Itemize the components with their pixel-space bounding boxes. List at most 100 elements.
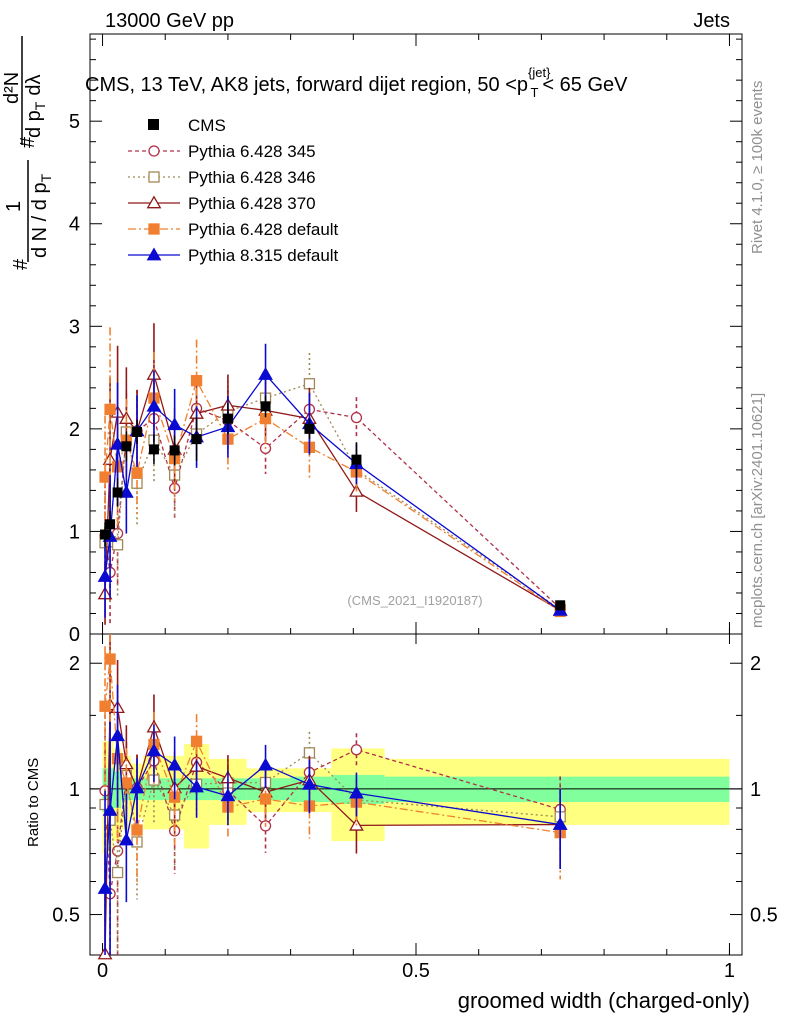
series-layer: [97, 323, 568, 960]
legend-item-2: Pythia 6.428 370: [128, 194, 316, 213]
legend-item-cms: CMS: [148, 116, 226, 135]
point-main-3-4: [131, 467, 143, 479]
y-tick-label-main-0: 0: [69, 624, 80, 646]
y-tick-label-ratio-right-2: 2: [750, 653, 761, 675]
legend-marker-3: [148, 223, 160, 235]
point-ratio-0-11: [350, 744, 363, 756]
series-line-main-3: [104, 378, 561, 612]
series-line-main-0: [104, 407, 561, 609]
legend-label-3: Pythia 6.428 default: [188, 220, 339, 239]
point-ratio-4-3: [118, 832, 134, 846]
ylabel-frac-den: d N / d pT: [29, 173, 54, 258]
reference-point-3: [121, 441, 132, 452]
reference-point-2: [112, 487, 123, 498]
point-main-1-2: [111, 539, 124, 551]
legend-label-cms: CMS: [188, 116, 226, 135]
rivet-label: Rivet 4.1.0, ≥ 100k events: [749, 81, 766, 254]
point-ratio-4-8: [220, 788, 236, 802]
point-ratio-3-7: [190, 735, 203, 747]
legend-item-4: Pythia 8.315 default: [128, 246, 339, 265]
chart-title: CMS, 13 TeV, AK8 jets, forward dijet reg…: [85, 65, 628, 100]
point-ratio-3-3: [120, 777, 133, 789]
point-main-4-5: [146, 398, 162, 412]
series-0: [99, 378, 566, 955]
y-axis-label-ratio: Ratio to CMS: [25, 758, 42, 847]
chart-title-sub: T: [530, 85, 538, 100]
y-tick-label-main-5: 5: [69, 111, 80, 133]
point-ratio-3-0: [99, 700, 111, 712]
point-main-1-10: [303, 378, 316, 390]
chart-title-sup: {jet}: [528, 65, 551, 80]
legend-marker-0: [148, 145, 160, 157]
ylabel-hash1: #: [10, 258, 32, 270]
reference-point-1: [105, 519, 116, 530]
axis-ticks: 0 0.5 1 0 1 2 3 4 5 0.5 0.5 1 1 2 2: [52, 34, 778, 982]
legend-item-1: Pythia 6.428 346: [128, 168, 316, 187]
y-tick-label-main-2: 2: [69, 419, 80, 441]
point-main-4-6: [167, 417, 183, 431]
series-2: [97, 323, 568, 960]
legend-marker-1: [148, 171, 160, 183]
y-tick-label-ratio-right-0: 0.5: [750, 905, 778, 927]
y-tick-label-ratio-right-1: 1: [750, 779, 761, 801]
point-ratio-4-6: [167, 757, 183, 771]
point-main-3-0: [99, 471, 111, 483]
x-axis-label: groomed width (charged-only): [458, 988, 750, 1013]
legend-label-4: Pythia 8.315 default: [188, 246, 339, 265]
reference-point-7: [191, 434, 202, 445]
point-main-4-9: [258, 366, 273, 380]
legend: CMS Pythia 6.428 345 Pythia 6.428 346 Pythi…: [128, 116, 339, 265]
point-ratio-4-7: [189, 779, 204, 793]
x-tick-label-1: 0.5: [402, 960, 430, 982]
reference-point-12: [555, 600, 566, 611]
x-tick-label-2: 1: [724, 960, 735, 982]
point-ratio-4-9: [258, 757, 273, 771]
legend-item-0: Pythia 6.428 345: [128, 142, 316, 161]
point-ratio-4-11: [349, 785, 364, 799]
point-main-3-1: [104, 403, 116, 416]
point-ratio-4-5: [146, 743, 162, 757]
header-right: Jets: [693, 10, 730, 32]
point-main-3-7: [190, 375, 203, 387]
point-ratio-4-2: [110, 728, 125, 742]
point-ratio-3-9: [259, 793, 272, 805]
reference-point-8: [222, 413, 233, 424]
reference-point-10: [304, 423, 315, 434]
point-ratio-3-4: [131, 824, 143, 836]
series-4: [97, 343, 568, 955]
legend-label-0: Pythia 6.428 345: [188, 142, 316, 161]
watermark: (CMS_2021_I1920187): [347, 593, 482, 608]
series-line-main-1: [104, 382, 561, 610]
reference-point-5: [148, 444, 159, 455]
point-ratio-4-1: [102, 802, 118, 816]
legend-marker-cms: [148, 119, 159, 130]
y-tick-label-ratio-2: 2: [69, 653, 80, 675]
chart-title-end: < 65 GeV: [542, 74, 628, 96]
y-tick-label-ratio-1: 1: [69, 779, 80, 801]
mcplots-label: mcplots.cern.ch [arXiv:2401.10621]: [749, 393, 766, 628]
y-tick-label-main-1: 1: [69, 521, 80, 543]
point-ratio-1-2: [111, 866, 124, 879]
y-axis-label-main: # 1 d N / d pT # d²N d pTdλ: [1, 36, 54, 270]
point-ratio-4-10: [302, 776, 317, 790]
reference-series: [100, 395, 566, 611]
x-tick-label-0: 0: [97, 960, 108, 982]
point-ratio-4-4: [129, 780, 145, 794]
legend-label-1: Pythia 6.428 346: [188, 168, 316, 187]
chart-title-main: CMS, 13 TeV, AK8 jets, forward dijet reg…: [85, 74, 528, 96]
legend-marker-4: [146, 247, 162, 261]
y-tick-label-main-4: 4: [69, 214, 80, 236]
header-left: 13000 GeV pp: [105, 10, 234, 32]
legend-label-2: Pythia 6.428 370: [188, 194, 316, 213]
legend-marker-2: [146, 195, 162, 209]
point-main-4-3: [118, 484, 134, 498]
ylabel-frac-num: 1: [3, 201, 25, 212]
point-ratio-4-12: [552, 816, 568, 830]
legend-item-3: Pythia 6.428 default: [128, 220, 339, 239]
reference-point-6: [169, 445, 180, 456]
y-tick-label-ratio-0: 0.5: [52, 905, 80, 927]
reference-point-4: [132, 426, 143, 437]
ylabel-d2n: d²N: [1, 72, 23, 104]
point-ratio-4-0: [97, 880, 113, 894]
